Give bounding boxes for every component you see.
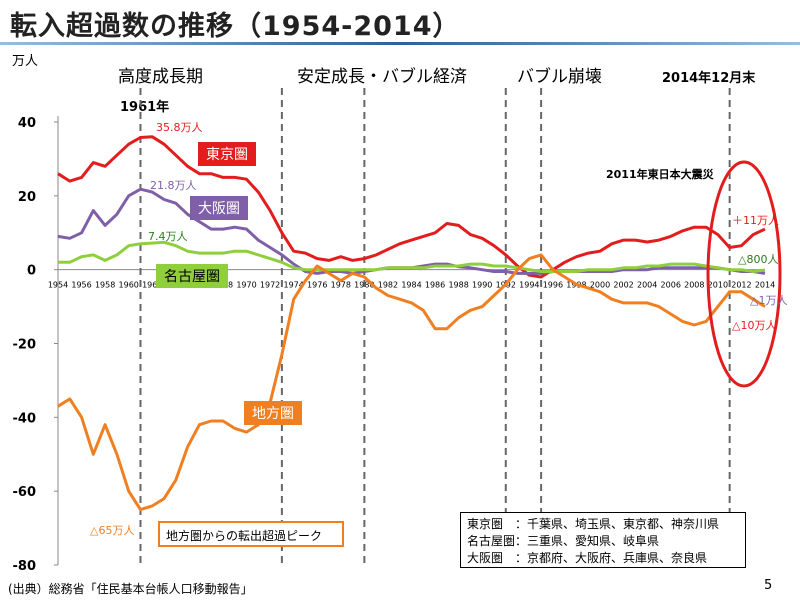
x-tick-label: 1988 xyxy=(448,281,468,290)
x-tick-label: 1954 xyxy=(48,281,68,290)
x-tick-label: 1978 xyxy=(331,281,351,290)
x-tick-label: 2002 xyxy=(613,281,633,290)
callout-chiho-2014: △10万人 xyxy=(732,319,777,332)
x-tick-label: 2000 xyxy=(590,281,610,290)
x-tick-label: 2010 xyxy=(708,281,728,290)
legend-line-osaka: 大阪圏 ：京都府、大阪府、兵庫県、奈良県 xyxy=(467,551,708,565)
source-citation: (出典）総務省「住民基本台帳人口移動報告」 xyxy=(8,582,253,596)
legend-line-tokyo: 東京圏 ：千葉県、埼玉県、東京都、神奈川県 xyxy=(467,517,720,531)
y-tick-label: -20 xyxy=(13,338,37,353)
y-tick-label: -40 xyxy=(13,411,37,426)
x-tick-label: 1986 xyxy=(425,281,445,290)
y-tick-label: -80 xyxy=(13,559,37,574)
highlight-circle xyxy=(706,160,782,388)
y-tick-label: 40 xyxy=(18,116,36,131)
callout-osaka-2014: △1万人 xyxy=(750,294,788,307)
callout-nagoya-2014: △800人 xyxy=(738,253,779,266)
note-2011-earthquake: 2011年東日本大震災 xyxy=(606,168,714,181)
y-tick-label: -60 xyxy=(13,485,37,500)
x-tick-label: 1974 xyxy=(283,281,303,290)
series-label-chiho: 地方圏 xyxy=(244,401,302,425)
x-tick-label: 1976 xyxy=(307,281,327,290)
series-label-tokyo: 東京圏 xyxy=(198,142,256,166)
x-tick-label: 1982 xyxy=(378,281,398,290)
x-tick-label: 1972 xyxy=(260,281,280,290)
series-line-nagoya xyxy=(58,240,766,273)
x-tick-label: 2012 xyxy=(731,281,751,290)
y-tick-label: 0 xyxy=(27,264,36,279)
title-underline xyxy=(0,42,800,45)
period-label-high-growth: 高度成長期 xyxy=(118,67,203,87)
callout-chiho-min: △65万人 xyxy=(90,524,135,537)
callout-nagoya-peak: 7.4万人 xyxy=(148,230,188,243)
legend-line-nagoya: 名古屋圏：三重県、愛知県、岐阜県 xyxy=(467,534,660,548)
series-line-chiho xyxy=(57,253,766,512)
x-tick-label: 2008 xyxy=(684,281,704,290)
x-tick-label: 1958 xyxy=(95,281,115,290)
y-tick-label: 20 xyxy=(18,190,36,205)
slide-title: 転入超過数の推移（1954-2014） xyxy=(10,11,461,42)
period-label-bubble-burst: バブル崩壊 xyxy=(517,67,602,87)
note-1961: 1961年 xyxy=(120,100,170,115)
series-label-osaka: 大阪圏 xyxy=(190,196,248,220)
x-tick-label: 1956 xyxy=(71,281,91,290)
x-tick-label: 1960 xyxy=(119,281,139,290)
x-tick-label: 2006 xyxy=(661,281,681,290)
note-2014-dec: 2014年12月末 xyxy=(662,71,756,86)
y-axis-unit: 万人 xyxy=(12,54,39,69)
x-tick-label: 1962 xyxy=(142,281,162,290)
series-label-nagoya: 名古屋圏 xyxy=(156,264,228,288)
series-line-tokyo xyxy=(57,135,766,279)
x-tick-label: 2014 xyxy=(755,281,775,290)
x-tick-label: 1990 xyxy=(472,281,492,290)
x-tick-label: 1994 xyxy=(519,281,539,290)
callout-tokyo-peak: 35.8万人 xyxy=(156,121,203,134)
x-tick-label: 1984 xyxy=(401,281,421,290)
period-label-stable-bubble: 安定成長・バブル経済 xyxy=(297,67,467,87)
callout-tokyo-2014: ＋11万人 xyxy=(732,214,779,227)
region-legend-box: 東京圏 ：千葉県、埼玉県、東京都、神奈川県 名古屋圏：三重県、愛知県、岐阜県 大… xyxy=(460,512,746,568)
x-tick-label: 1996 xyxy=(543,281,563,290)
peak-outflow-box: 地方圏からの転出超過ピーク xyxy=(158,521,344,547)
x-tick-label: 1970 xyxy=(236,281,256,290)
callout-osaka-peak: 21.8万人 xyxy=(150,179,197,192)
page-number: 5 xyxy=(764,578,773,593)
x-tick-label: 2004 xyxy=(637,281,657,290)
